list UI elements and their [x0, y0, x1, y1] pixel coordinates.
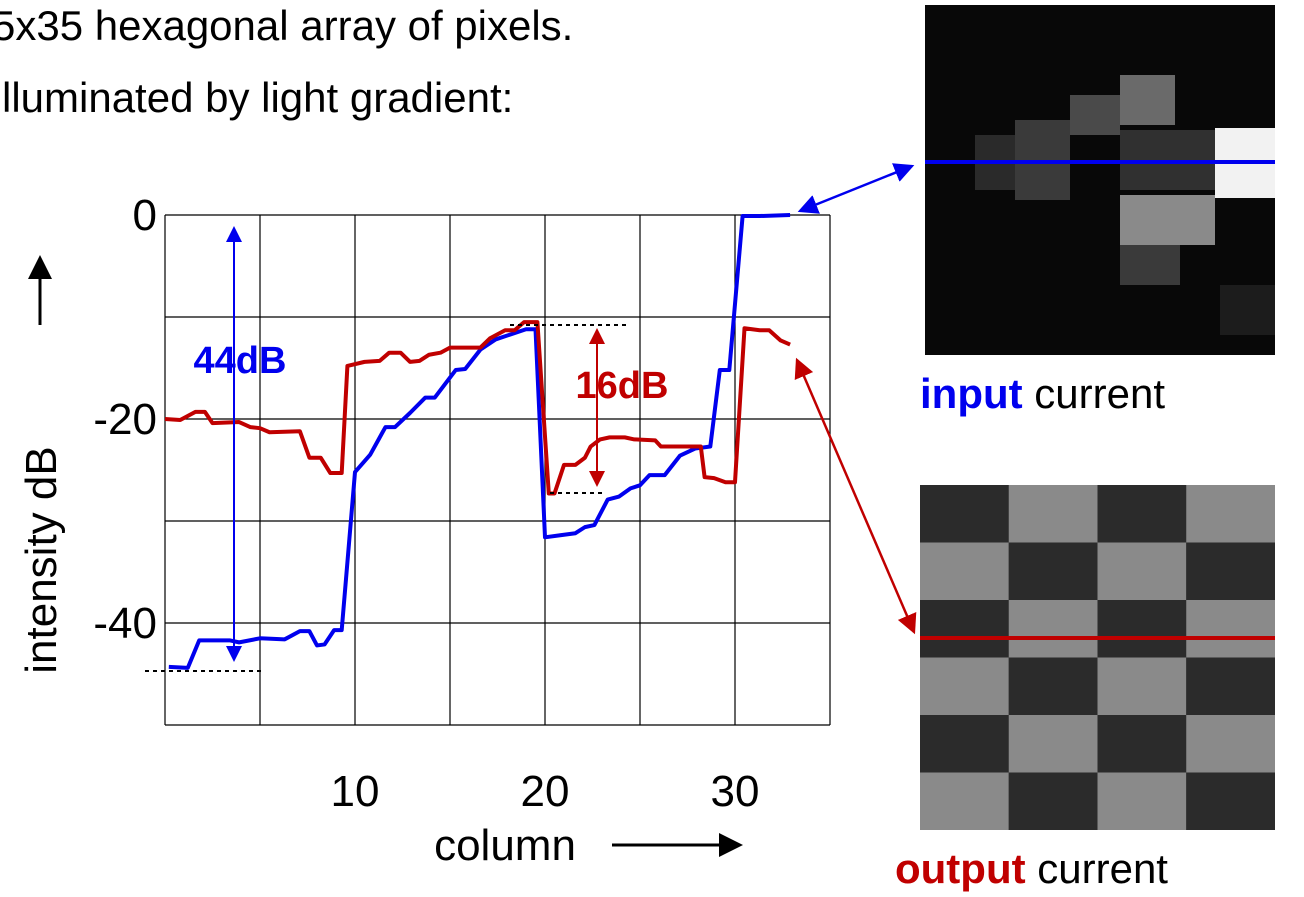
output-image [920, 485, 1275, 830]
annotation: 16dB [576, 365, 669, 407]
x-tick-label: 30 [711, 767, 760, 816]
image-pixel [1098, 658, 1187, 716]
slide: 5x35 hexagonal array of pixels. lluminat… [0, 0, 1304, 897]
link-arrow [800, 166, 912, 211]
x-tick-label: 10 [331, 767, 380, 816]
image-pixel [1009, 658, 1098, 716]
image-pixel [1009, 715, 1098, 773]
image-pixel [1098, 600, 1187, 658]
link-arrow [797, 360, 914, 632]
header-line: 5x35 hexagonal array of pixels. [0, 2, 573, 49]
image-pixel [1009, 485, 1098, 543]
image-pixel [920, 485, 1009, 543]
image-pixel [1009, 773, 1098, 831]
image-pixel [1098, 485, 1187, 543]
caption-rest: current [1026, 845, 1169, 892]
image-pixel [1186, 773, 1275, 831]
image-caption: input current [920, 370, 1165, 417]
image-pixel [1120, 195, 1215, 245]
header-line: lluminated by light gradient: [2, 74, 513, 121]
image-pixel [1120, 245, 1180, 285]
image-pixel [1220, 285, 1275, 335]
image-pixel [920, 543, 1009, 601]
caption-bold: output [895, 845, 1026, 892]
image-pixel [1120, 75, 1175, 125]
image-pixel [920, 658, 1009, 716]
x-axis-label: column [434, 821, 576, 870]
y-tick-label: -40 [93, 599, 157, 648]
input-image [925, 5, 1275, 355]
caption-bold: input [920, 370, 1023, 417]
image-pixel [1186, 658, 1275, 716]
caption-rest: current [1023, 370, 1166, 417]
image-pixel [920, 715, 1009, 773]
image-pixel [1009, 543, 1098, 601]
x-tick-label: 20 [521, 767, 570, 816]
y-tick-label: -20 [93, 395, 157, 444]
image-pixel [1098, 715, 1187, 773]
image-pixel [1186, 485, 1275, 543]
image-pixel [1186, 543, 1275, 601]
image-pixel [1186, 715, 1275, 773]
image-pixel [920, 773, 1009, 831]
image-pixel [1098, 773, 1187, 831]
image-pixel [920, 600, 1009, 658]
y-tick-label: 0 [133, 191, 157, 240]
image-pixel [1098, 543, 1187, 601]
data-line [169, 215, 790, 668]
image-pixel [1009, 600, 1098, 658]
image-caption: output current [895, 845, 1168, 892]
image-pixel [1070, 95, 1120, 135]
plot: 0 -20 -40 10 20 30 [93, 191, 830, 816]
y-axis-label: intensity dB [17, 446, 66, 673]
image-pixel [1186, 600, 1275, 658]
annotation: 44dB [194, 340, 287, 382]
